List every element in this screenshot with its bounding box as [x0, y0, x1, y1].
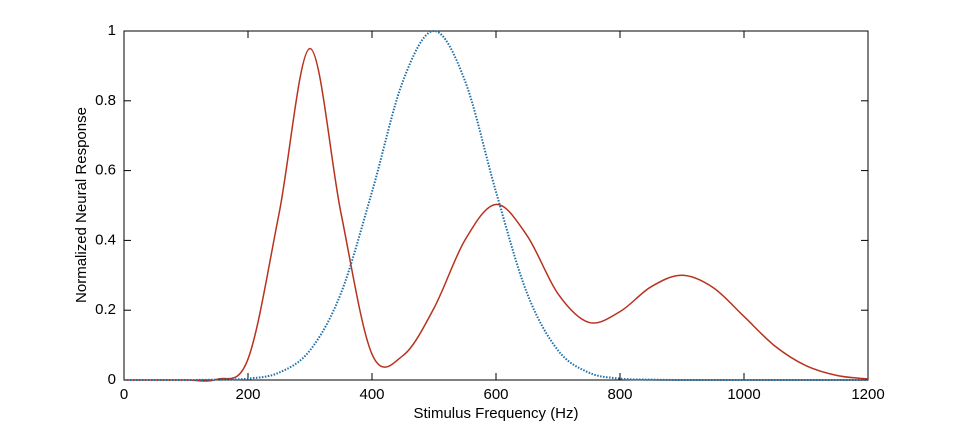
x-tick-label: 200	[235, 386, 260, 403]
plot-frame	[123, 30, 869, 381]
y-tick-label: 0.6	[95, 162, 116, 179]
y-tick-label: 0.4	[95, 231, 116, 248]
y-tick-label: 1	[108, 22, 116, 39]
y-tick-label: 0.8	[95, 92, 116, 109]
line-series	[123, 47, 869, 382]
x-tick-label: 400	[359, 386, 384, 403]
y-tick-label: 0.2	[95, 301, 116, 318]
line-series	[123, 29, 868, 382]
x-tick-label: 1000	[727, 386, 760, 403]
y-tick-label: 0	[108, 371, 116, 388]
x-tick-label: 600	[483, 386, 508, 403]
y-axis-label: Normalized Neural Response	[73, 107, 90, 303]
x-tick-label: 1200	[851, 386, 884, 403]
x-tick-label: 800	[607, 386, 632, 403]
x-axis-label: Stimulus Frequency (Hz)	[413, 405, 578, 422]
x-tick-label: 0	[120, 386, 128, 403]
